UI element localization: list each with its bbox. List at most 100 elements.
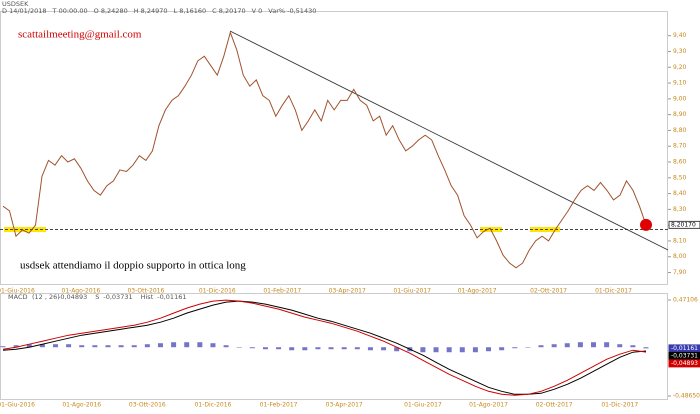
y-tick-label: 8,90 xyxy=(673,111,687,118)
histogram-bar xyxy=(577,342,583,348)
header-field: O 8,24280 xyxy=(94,7,128,15)
legend-name: Hist xyxy=(141,293,154,301)
x-tick-label: 01-Giu-2016 xyxy=(0,288,35,295)
histogram-bar xyxy=(131,345,137,348)
histogram-bar xyxy=(184,342,190,348)
x-tick-label: 01-Ago-2017 xyxy=(458,288,497,295)
header-field: V 0 xyxy=(252,7,263,15)
x-tick-label: 03-Apr-2017 xyxy=(326,402,363,409)
legend-value: -0,01161 xyxy=(157,293,186,301)
histogram-bar xyxy=(315,347,321,350)
x-tick-label: 01-Dic-2016 xyxy=(195,402,232,409)
last-value-label: 8,20170 xyxy=(671,221,696,228)
price-panel xyxy=(0,11,668,285)
chart-title: USDSEK xyxy=(2,0,29,8)
x-tick-label: 01-Dic-2017 xyxy=(595,288,632,295)
y-tick-label: 9,10 xyxy=(673,80,687,87)
macd-subtitle: (12 , 26) xyxy=(32,293,60,301)
y-tick-label: 8,00 xyxy=(673,253,687,260)
histogram-bar xyxy=(26,344,32,348)
histogram-bar xyxy=(446,347,452,353)
x-tick-label: 01-Giu-2017 xyxy=(393,288,431,295)
histogram-bar xyxy=(472,347,478,353)
x-tick-label: 02-Ott-2017 xyxy=(536,402,573,409)
header-field: C 8,20170 xyxy=(212,7,245,15)
annotation: scattailmeeting@gmail.com xyxy=(18,29,142,41)
histogram-bar xyxy=(630,345,636,348)
header-field: L 8,16160 xyxy=(174,7,207,15)
legend-name: S xyxy=(95,293,99,301)
x-tick-label: 01-Ago-2016 xyxy=(62,402,101,409)
histogram-bar xyxy=(92,345,98,348)
last-value-box xyxy=(668,359,700,368)
histogram-bar xyxy=(617,344,623,348)
histogram-bar xyxy=(591,342,597,348)
y-tick-label: 9,30 xyxy=(673,48,687,55)
histogram-bar xyxy=(79,345,85,348)
y-tick-label: 0,47106 xyxy=(673,297,698,304)
histogram-bar xyxy=(276,347,282,350)
x-tick-label: 01-Feb-2017 xyxy=(260,402,298,409)
header-field: H 8,24970 xyxy=(134,7,168,15)
series-line xyxy=(2,299,647,396)
macd-title: MACD xyxy=(8,293,27,301)
x-tick-label: 01-Feb-2017 xyxy=(263,288,301,295)
histogram-bar xyxy=(144,344,150,348)
histogram-bar xyxy=(525,347,531,348)
x-tick-label: 01-Giu-2016 xyxy=(0,402,35,409)
y-tick-label: 9,40 xyxy=(673,32,687,39)
histogram-bar xyxy=(499,347,505,351)
series-line xyxy=(2,300,647,395)
histogram-bar xyxy=(289,347,295,351)
histogram-bar xyxy=(223,345,229,348)
header-field: Var% -0,51430 xyxy=(268,7,316,15)
x-tick-label: 03-Ott-2016 xyxy=(127,288,164,295)
histogram-bar xyxy=(394,347,400,352)
histogram-bar xyxy=(564,343,570,348)
histogram-bar xyxy=(52,344,58,348)
histogram-bar xyxy=(459,347,465,353)
y-tick-label: 8,60 xyxy=(673,159,687,166)
histogram-bar xyxy=(433,347,439,353)
histogram-bar xyxy=(13,345,19,348)
last-value-label: -0,04893 xyxy=(671,360,698,367)
histogram-bar xyxy=(354,347,360,350)
y-tick-label: 9,20 xyxy=(673,64,687,71)
x-tick-label: 03-Ott-2016 xyxy=(129,402,166,409)
header-field: D 14/01/2018 xyxy=(2,7,47,15)
x-tick-label: 01-Ago-2017 xyxy=(469,402,508,409)
y-tick-label: 8,80 xyxy=(673,127,687,134)
histogram-bar xyxy=(118,345,124,348)
histogram-bar xyxy=(643,347,649,349)
last-value-box xyxy=(668,220,700,229)
trend-line xyxy=(229,30,669,251)
histogram-bar xyxy=(420,347,426,353)
histogram-bar xyxy=(197,342,203,348)
x-tick-label: 01-Giu-2017 xyxy=(404,402,442,409)
y-tick-label: 9,00 xyxy=(673,95,687,102)
y-tick-label: 7,90 xyxy=(673,269,687,276)
histogram-bar xyxy=(171,342,177,348)
y-tick-label: 8,30 xyxy=(673,206,687,213)
x-tick-label: 02-Ott-2017 xyxy=(530,288,567,295)
histogram-bar xyxy=(341,347,347,350)
histogram-bar xyxy=(538,345,544,348)
histogram-bar xyxy=(66,344,72,348)
x-tick-label: 03-Apr-2017 xyxy=(329,288,366,295)
histogram-bar xyxy=(262,347,268,350)
histogram-bar xyxy=(249,347,255,349)
x-tick-label: 01-Ago-2016 xyxy=(62,288,101,295)
histogram-bar xyxy=(551,344,557,348)
last-value-label: -0,03731 xyxy=(671,352,698,359)
histogram-bar xyxy=(486,347,492,352)
histogram-bar xyxy=(328,347,334,350)
histogram-bar xyxy=(39,344,45,348)
annotation: usdsek attendiamo il doppio supporto in … xyxy=(20,260,246,272)
histogram-bar xyxy=(302,347,308,351)
y-tick-label: 8,10 xyxy=(673,237,687,244)
y-tick-label: 8,40 xyxy=(673,190,687,197)
histogram-bar xyxy=(210,343,216,348)
histogram-bar xyxy=(105,345,111,348)
